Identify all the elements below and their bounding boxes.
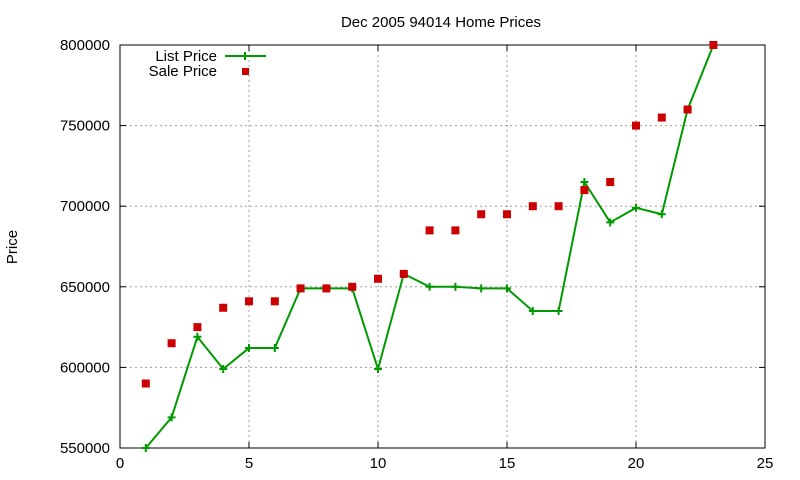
point-sale-price [399, 269, 408, 278]
point-sale-price [451, 226, 460, 235]
point-list-price [657, 210, 666, 219]
series-list-price [141, 41, 718, 452]
axis-ticks [119, 44, 766, 449]
point-list-price [528, 306, 537, 315]
legend: List Price Sale Price [149, 48, 266, 80]
chart-title: Dec 2005 94014 Home Prices [341, 14, 541, 31]
point-list-price [606, 218, 615, 227]
point-sale-price [554, 202, 563, 211]
legend-marker-list-price [241, 52, 249, 60]
legend-marker-sale-price [242, 68, 249, 75]
legend-label-list-price: List Price [155, 48, 217, 65]
series-sale-price [141, 41, 718, 388]
x-tick-label: 5 [245, 455, 253, 472]
point-sale-price [296, 284, 305, 293]
point-sale-price [245, 297, 253, 306]
point-sale-price [322, 284, 331, 293]
point-list-price [245, 344, 253, 353]
point-sale-price [683, 105, 692, 114]
x-tick-label: 0 [116, 455, 124, 472]
y-axis-label: Price [4, 230, 21, 264]
point-sale-price [503, 210, 511, 219]
series-layer [141, 41, 718, 452]
point-list-price [270, 344, 279, 353]
point-list-price [167, 413, 176, 422]
point-list-price [219, 365, 228, 374]
point-sale-price [425, 226, 434, 235]
y-tick-label: 550000 [60, 440, 110, 457]
point-sale-price [606, 178, 615, 187]
point-sale-price [580, 186, 589, 195]
point-sale-price [374, 274, 382, 283]
point-sale-price [709, 41, 718, 49]
plot-frame [119, 44, 766, 449]
legend-label-sale-price: Sale Price [149, 63, 217, 80]
y-tick-label: 800000 [60, 37, 110, 54]
point-list-price [451, 282, 460, 291]
point-sale-price [167, 339, 176, 348]
point-sale-price [141, 379, 150, 388]
point-list-price [477, 284, 486, 293]
point-list-price [141, 444, 150, 452]
legend-plus [241, 52, 249, 60]
x-tick-label: 20 [628, 455, 645, 472]
point-list-price [554, 306, 563, 315]
point-list-price [374, 365, 382, 374]
x-tick-label: 25 [757, 455, 774, 472]
point-list-price [503, 284, 511, 293]
x-tick-label: 15 [499, 455, 516, 472]
x-tick-label: 10 [370, 455, 387, 472]
point-sale-price [193, 323, 202, 332]
y-tick-label: 700000 [60, 198, 110, 215]
point-sale-price [657, 113, 666, 122]
series-line-list-price [145, 44, 715, 449]
y-tick-label: 600000 [60, 359, 110, 376]
point-sale-price [632, 121, 640, 130]
point-list-price [425, 282, 434, 291]
point-list-price [193, 332, 202, 341]
point-sale-price [528, 202, 537, 211]
grid-lines [120, 45, 765, 448]
y-tick-label: 650000 [60, 279, 110, 296]
point-list-price [580, 178, 589, 187]
point-list-price [632, 203, 640, 212]
y-tick-label: 750000 [60, 118, 110, 135]
tick-labels: 0 5 10 15 20 25 550000 600000 650000 700000 750000… [60, 37, 773, 472]
point-sale-price [477, 210, 486, 219]
point-sale-price [348, 282, 357, 291]
point-sale-price [219, 303, 228, 312]
point-sale-price [270, 297, 279, 306]
